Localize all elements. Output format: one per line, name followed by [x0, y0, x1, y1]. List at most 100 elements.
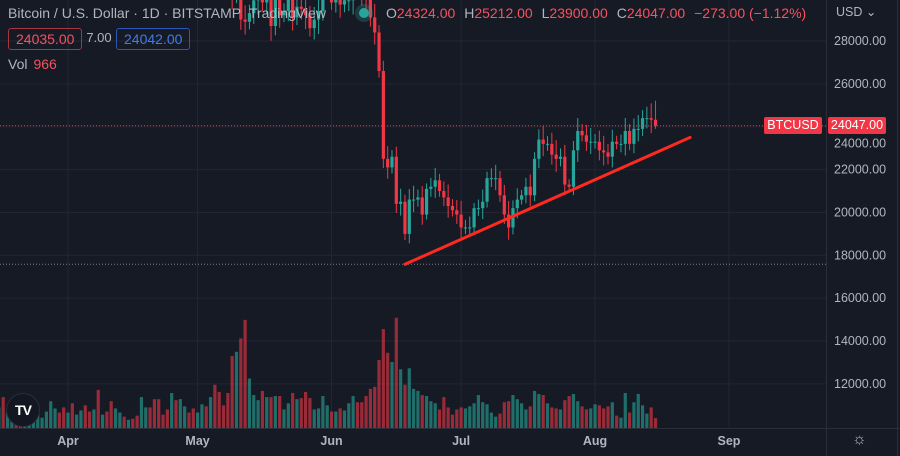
- volume-bar: [338, 408, 342, 428]
- volume-bar: [545, 403, 550, 428]
- candle-body: [494, 178, 498, 180]
- candle-body: [502, 195, 506, 215]
- candle-body: [576, 131, 580, 151]
- candle-body: [260, 0, 264, 3]
- candle-body: [269, 0, 273, 26]
- volume-bar: [75, 414, 79, 428]
- ohlc-legend: O24324.00 H25212.00 L23900.00 C24047.00 …: [386, 5, 807, 21]
- trendline[interactable]: [403, 135, 692, 266]
- volume-bar: [165, 409, 169, 428]
- candle-body: [377, 32, 381, 72]
- candle-body: [481, 201, 485, 209]
- candle-body: [329, 0, 334, 3]
- volume-bar: [515, 399, 519, 428]
- volume-bar: [511, 395, 515, 428]
- volume-bar: [79, 410, 83, 428]
- volume-bar: [394, 317, 398, 428]
- candle-body: [446, 197, 450, 207]
- volume-bar: [437, 409, 442, 428]
- volume-bar: [96, 389, 100, 428]
- candle-body: [429, 186, 433, 189]
- volume-bar: [520, 403, 524, 428]
- volume-bar: [299, 398, 303, 428]
- watermark: TradingView: [248, 5, 326, 21]
- volume-bar: [191, 408, 195, 428]
- volume-bar: [239, 338, 243, 428]
- volume-legend: Vol 966: [8, 56, 57, 72]
- volume-bar: [230, 355, 234, 428]
- volume-bar: [373, 386, 377, 428]
- candle-body: [524, 186, 528, 196]
- candle-body: [485, 178, 489, 202]
- candle-body: [532, 158, 537, 196]
- candle-body: [593, 141, 597, 143]
- candle-body: [619, 143, 623, 145]
- volume-bar: [217, 391, 221, 428]
- buy-button[interactable]: 24042.00: [116, 28, 191, 50]
- volume-bar: [351, 396, 355, 428]
- volume-bar: [208, 397, 213, 428]
- volume-bar: [126, 419, 131, 428]
- candle-body: [286, 0, 290, 11]
- market-status-icon[interactable]: [359, 8, 369, 18]
- candle-body: [580, 131, 584, 136]
- volume-bar: [291, 392, 295, 428]
- sell-button[interactable]: 24035.00: [8, 28, 83, 50]
- candle-body: [308, 15, 312, 29]
- volume-bar: [66, 412, 70, 428]
- candle-body: [645, 118, 649, 120]
- tradingview-logo-icon[interactable]: TV: [6, 393, 40, 427]
- volume-bar: [308, 398, 312, 428]
- volume-bar: [640, 405, 645, 428]
- price-axis[interactable]: 28000.00 26000.00 24000.00 22000.00 20000.00…: [834, 34, 886, 391]
- volume-bar: [502, 402, 506, 428]
- candle-body: [291, 0, 295, 18]
- candle-body: [334, 0, 338, 3]
- candle-body: [541, 139, 545, 144]
- volume-bar: [416, 390, 420, 428]
- currency-dropdown[interactable]: USD ⌄: [836, 5, 877, 19]
- candle-body: [368, 0, 372, 18]
- candle-body: [239, 0, 243, 20]
- symbol-title[interactable]: Bitcoin / U.S. Dollar · 1D · BITSTAMP Tr…: [8, 5, 326, 21]
- candle-body: [567, 184, 571, 187]
- candle-body: [649, 118, 653, 120]
- volume-bar: [524, 409, 528, 428]
- candle-body: [282, 10, 286, 16]
- candle-body: [584, 135, 588, 142]
- volume-bar: [558, 409, 563, 428]
- candle-body: [437, 180, 442, 192]
- volume-bar: [174, 400, 178, 428]
- volume-bar: [170, 392, 174, 428]
- candle-body: [433, 180, 437, 187]
- gear-icon[interactable]: ☼: [852, 431, 867, 448]
- volume-bar: [455, 409, 459, 428]
- time-axis[interactable]: Apr May Jun Jul Aug Sep: [57, 434, 741, 448]
- volume-bar: [109, 401, 113, 428]
- candle-body: [252, 0, 256, 14]
- volume-bar: [316, 408, 321, 428]
- volume-bar: [472, 403, 476, 428]
- candle-body: [412, 199, 416, 201]
- volume-bar: [36, 410, 40, 428]
- volume-bar: [489, 412, 493, 428]
- volume-bar: [541, 395, 545, 428]
- volume-bar: [589, 408, 593, 428]
- volume-bar: [62, 407, 66, 428]
- candle-body: [623, 131, 627, 144]
- volume-bar: [161, 414, 165, 428]
- candle-body: [606, 152, 610, 157]
- volume-bar: [40, 417, 44, 428]
- volume-bar: [144, 407, 148, 428]
- change-value: −273.00 (−1.12%): [694, 5, 807, 21]
- candle-body: [653, 119, 658, 126]
- volume-bar: [649, 407, 653, 428]
- candle-body: [472, 208, 476, 228]
- candle-body: [554, 154, 558, 159]
- volume-bar: [70, 403, 74, 428]
- candle-body: [520, 195, 524, 200]
- candle-body: [342, 0, 347, 5]
- symbol-tag: BTCUSD: [764, 117, 822, 134]
- volume-bar: [476, 395, 480, 428]
